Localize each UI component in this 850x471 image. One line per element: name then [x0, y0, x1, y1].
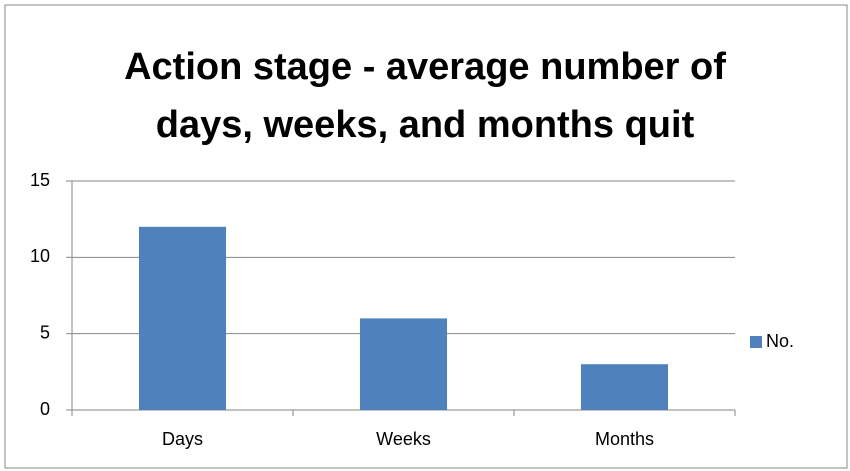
chart-title: Action stage - average number of days, w… — [124, 46, 726, 146]
x-tick-label: Months — [595, 429, 654, 449]
y-tick-label: 0 — [40, 399, 50, 419]
y-tick-label: 5 — [40, 322, 50, 342]
bar — [359, 318, 448, 410]
x-tick-label: Days — [162, 429, 203, 449]
bar — [580, 364, 669, 410]
y-tick-label: 10 — [30, 246, 50, 266]
bar — [138, 226, 227, 410]
legend-swatch — [750, 336, 762, 348]
y-tick-label: 15 — [30, 170, 50, 190]
legend-label: No. — [766, 331, 794, 351]
x-tick-label: Weeks — [376, 429, 431, 449]
